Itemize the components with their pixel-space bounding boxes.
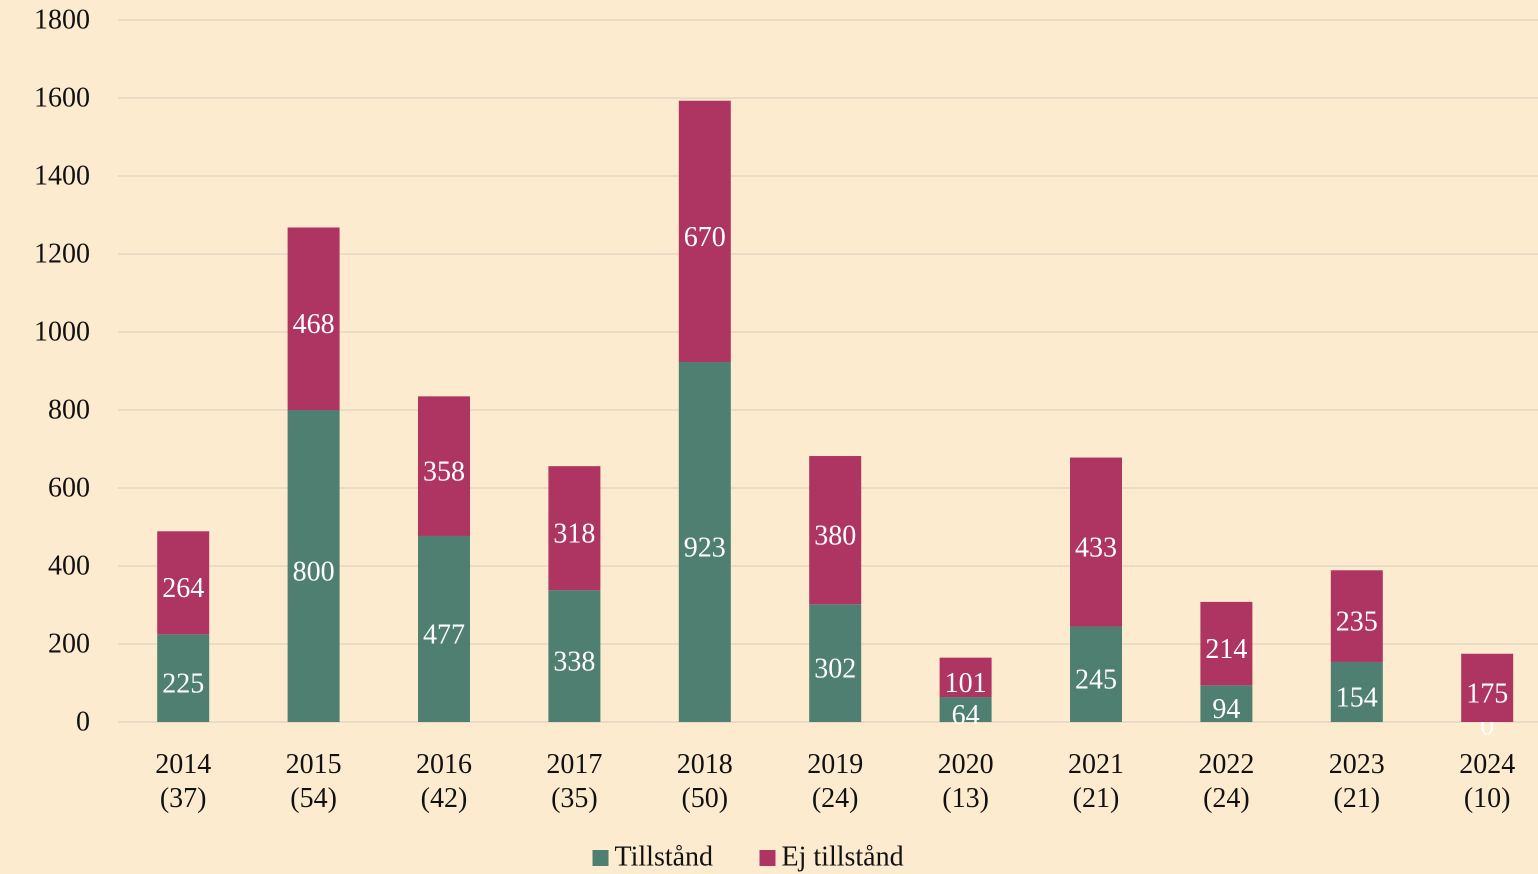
bar-segment: [1330, 661, 1383, 722]
y-tick-label: 0: [76, 706, 90, 737]
y-tick-label: 200: [48, 628, 90, 659]
data-label: 380: [814, 521, 856, 552]
y-tick-label: 1600: [34, 82, 90, 113]
x-tick-label: 2019 (24): [807, 749, 864, 814]
bar-segment: [1070, 457, 1122, 627]
y-tick-label: 1000: [34, 316, 90, 347]
bar-segment: [418, 396, 470, 536]
x-tick-label: 2018 (50): [676, 749, 733, 814]
bar-segment: [548, 466, 601, 591]
data-label: 338: [553, 647, 595, 678]
bar-segment: [287, 227, 340, 410]
x-tick-label: 2014 (37): [155, 749, 212, 814]
y-tick-label: 1400: [34, 160, 90, 191]
bar-segment: [1461, 653, 1514, 722]
legend-swatch: [759, 850, 776, 866]
x-tick-label: 2022 (24): [1198, 749, 1255, 814]
data-label: 433: [1075, 532, 1117, 563]
bar-segment: [939, 697, 992, 722]
bar-segment: [1200, 601, 1253, 686]
x-tick-label: 2024 (10): [1459, 749, 1516, 814]
bar-segment: [1330, 570, 1383, 662]
data-label: 101: [945, 668, 987, 699]
y-tick-label: 800: [48, 394, 90, 425]
data-label: 245: [1075, 665, 1117, 696]
data-label: 800: [293, 556, 335, 587]
data-label: 302: [814, 654, 856, 685]
y-tick-label: 1800: [34, 4, 90, 35]
data-label: 235: [1336, 607, 1378, 638]
legend-label: Tillstånd: [615, 841, 714, 872]
bar-segment: [157, 531, 210, 635]
data-label: 468: [293, 309, 335, 340]
data-label: 64: [952, 700, 980, 731]
data-label: 214: [1205, 634, 1247, 665]
y-tick-label: 400: [48, 550, 90, 581]
legend-label: Ej tillstånd: [782, 841, 904, 872]
bar-segment: [418, 535, 470, 722]
bar-segment: [1070, 626, 1122, 722]
bar-segment: [1200, 685, 1253, 722]
bar-segment: [287, 410, 340, 722]
x-tick-label: 2015 (54): [285, 749, 342, 814]
bar-segment: [939, 657, 992, 698]
x-tick-label: 2017 (35): [546, 749, 603, 814]
legend-swatch: [592, 850, 609, 866]
bar-segment: [809, 604, 862, 722]
data-label: 318: [553, 519, 595, 550]
data-label: 225: [162, 669, 204, 700]
x-tick-label: 2021 (21): [1068, 749, 1124, 814]
bar-segment: [157, 634, 210, 722]
y-tick-label: 600: [48, 472, 90, 503]
data-label: 94: [1212, 694, 1240, 725]
x-tick-label: 2016 (42): [416, 749, 472, 814]
data-label: 670: [684, 222, 726, 253]
y-tick-label: 1200: [34, 238, 90, 269]
data-label: 477: [423, 619, 465, 650]
data-label: 175: [1466, 678, 1508, 709]
bar-segment: [548, 590, 601, 722]
bar-segment: [809, 456, 862, 605]
data-label: 923: [684, 532, 726, 563]
data-label: 154: [1336, 682, 1378, 713]
data-label: 358: [423, 457, 465, 488]
x-tick-label: 2020 (13): [937, 749, 994, 814]
data-label: 264: [162, 573, 204, 604]
x-tick-label: 2023 (21): [1328, 749, 1385, 814]
bar-segment: [678, 100, 731, 363]
bar-segment: [678, 362, 731, 722]
